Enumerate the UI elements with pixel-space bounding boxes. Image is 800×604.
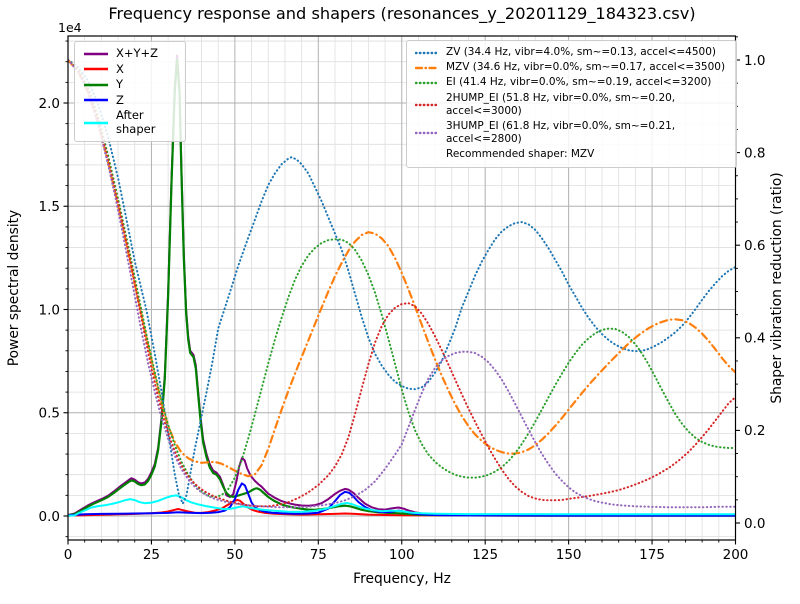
x-tick-label: 25	[143, 547, 160, 563]
legend-item-y: Y	[83, 77, 177, 92]
legend-line-sample	[84, 99, 108, 102]
y-left-offset-text: 1e4	[58, 20, 82, 35]
legend-item-zv: ZV (34.4 Hz, vibr=4.0%, sm~=0.13, accel<…	[415, 46, 728, 59]
y-right-tick-label: 0.0	[744, 516, 765, 532]
y-right-axis-label: Shaper vibration reduction (ratio)	[769, 172, 785, 403]
legend-item-2hump_ei: 2HUMP_EI (51.8 Hz, vibr=0.0%, sm~=0.20, …	[415, 92, 728, 118]
x-tick-label: 150	[556, 547, 582, 563]
x-tick-label: 100	[389, 547, 415, 563]
legend-line-sample	[415, 51, 439, 54]
legend-line-sample	[84, 68, 108, 71]
legend-item-label: Z	[116, 92, 124, 107]
legend-item-label: EI (41.4 Hz, vibr=0.0%, sm~=0.19, accel<…	[446, 76, 712, 89]
series-x+y+z	[68, 54, 736, 517]
series-mzv	[68, 58, 736, 478]
legend-line-sample	[415, 81, 439, 85]
legend-line-sample	[415, 66, 439, 69]
series-after-shaper	[68, 494, 736, 517]
legend-shapers: ZV (34.4 Hz, vibr=4.0%, sm~=0.13, accel<…	[406, 40, 737, 168]
legend-footer-row: Recommended shaper: MZV	[415, 148, 728, 161]
x-tick-label: 200	[723, 547, 749, 563]
x-tick-label: 50	[226, 547, 243, 563]
legend-item-x: X	[83, 61, 177, 77]
x-tick-label: 125	[472, 547, 498, 563]
legend-item-ei: EI (41.4 Hz, vibr=0.0%, sm~=0.19, accel<…	[415, 76, 728, 89]
legend-line-sample	[84, 83, 108, 86]
legend-item-3hump_ei: 3HUMP_EI (61.8 Hz, vibr=0.0%, sm~=0.21, …	[415, 120, 728, 146]
recommended-shaper-text: Recommended shaper: MZV	[446, 148, 595, 161]
series-y	[68, 58, 736, 517]
legend-item-label: Y	[116, 77, 124, 91]
axes-frame	[63, 35, 740, 545]
data-series	[68, 54, 736, 517]
legend-line-sample	[84, 121, 108, 124]
legend-item-mzv: MZV (34.6 Hz, vibr=0.0%, sm~=0.17, accel…	[415, 61, 728, 74]
legend-item-label: X+Y+Z	[116, 46, 159, 60]
legend-shapers-items: ZV (34.4 Hz, vibr=4.0%, sm~=0.13, accel<…	[415, 46, 728, 146]
y-left-tick-label: 1.0	[39, 302, 60, 318]
series-2hump_ei	[68, 59, 736, 508]
tick-labels: 0 25 50 75 100 125 150 175 200 0.0 0.5 1.0 1.5 2.0 0.0…	[39, 53, 766, 563]
x-axis-label: Frequency, Hz	[353, 571, 451, 587]
legend-item-label: After shaper	[116, 108, 156, 136]
y-left-tick-label: 0.0	[39, 509, 60, 525]
y-right-tick-label: 0.2	[744, 423, 765, 439]
legend-item-label: 2HUMP_EI (51.8 Hz, vibr=0.0%, sm~=0.20, …	[446, 91, 676, 117]
legend-line-sample	[415, 132, 439, 135]
series-3hump_ei	[68, 59, 736, 509]
x-tick-label: 0	[64, 547, 73, 563]
y-right-tick-label: 0.4	[744, 331, 765, 347]
y-left-axis-label: Power spectral density	[6, 210, 22, 366]
legend-item-z: Z	[83, 92, 177, 108]
y-right-tick-label: 0.8	[744, 145, 765, 161]
legend-item-label: MZV (34.6 Hz, vibr=0.0%, sm~=0.17, accel…	[446, 61, 726, 74]
chart-title: Frequency response and shapers (resonanc…	[108, 4, 695, 24]
legend-item-aftershaper: After shaper	[83, 108, 177, 136]
legend-line-sample	[84, 52, 108, 55]
series-x	[68, 498, 736, 517]
y-left-tick-label: 1.5	[39, 199, 60, 215]
legend-item-label: ZV (34.4 Hz, vibr=4.0%, sm~=0.13, accel<…	[446, 46, 716, 58]
legend-psd: X+Y+Z X Y Z After shaper	[74, 41, 186, 142]
legend-item-x+y+z: X+Y+Z	[83, 46, 177, 61]
legend-line-sample	[415, 103, 439, 107]
y-right-tick-label: 0.6	[744, 238, 765, 254]
series-zv	[68, 59, 736, 505]
y-left-tick-label: 0.5	[39, 406, 60, 422]
y-left-tick-label: 2.0	[39, 96, 60, 112]
x-tick-label: 75	[310, 547, 327, 563]
x-tick-label: 175	[639, 547, 665, 563]
legend-item-label: 3HUMP_EI (61.8 Hz, vibr=0.0%, sm~=0.21, …	[446, 120, 676, 146]
y-right-tick-label: 1.0	[744, 53, 765, 69]
legend-item-label: X	[116, 61, 124, 76]
